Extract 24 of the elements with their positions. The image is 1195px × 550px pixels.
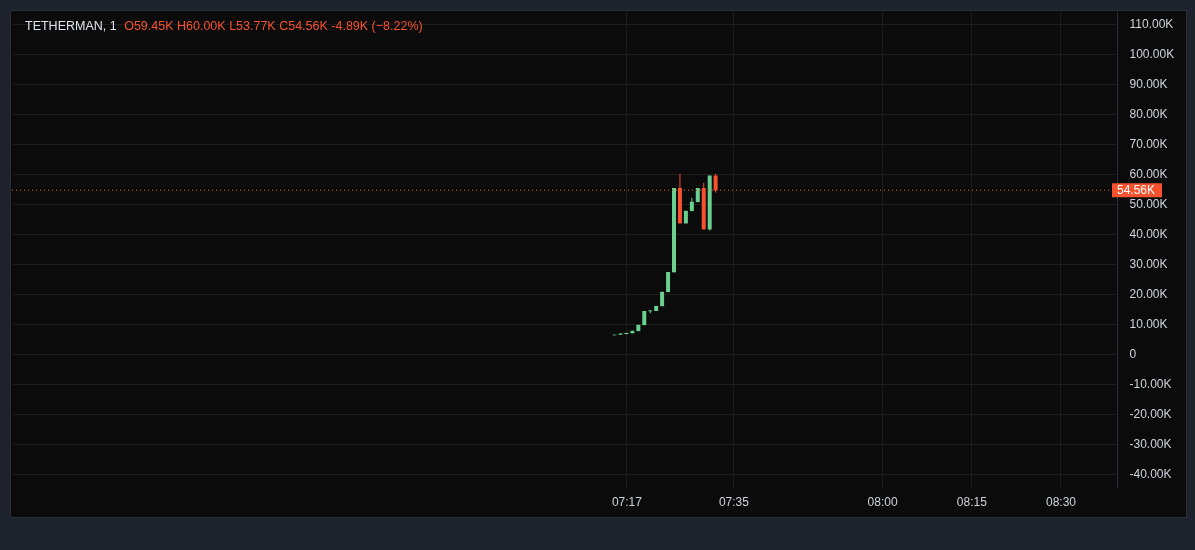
annotation: O59.45K H60.00K L53.77K C54.56K -4.89K (−8.22%) xyxy=(124,19,423,33)
y-tick-label: 10.00K xyxy=(1129,317,1168,332)
y-tick-label: -10.00K xyxy=(1129,377,1172,392)
y-tick-label: 90.00K xyxy=(1129,77,1168,92)
y-tick-label: 70.00K xyxy=(1129,137,1168,152)
y-tick-label: 110.00K xyxy=(1129,17,1174,32)
y-tick-label: 0 xyxy=(1129,347,1137,362)
text: TETHERMAN, 1 xyxy=(25,19,117,33)
y-tick-label: 30.00K xyxy=(1129,257,1168,272)
x-tick-label: 08:30 xyxy=(1045,494,1077,509)
y-tick-label: 100.00K xyxy=(1129,47,1175,62)
y-tick-label: 80.00K xyxy=(1129,107,1168,122)
y-tick-label: -40.00K xyxy=(1129,467,1172,482)
y-tick-label: -20.00K xyxy=(1129,407,1172,422)
y-tick-label: 20.00K xyxy=(1129,287,1168,302)
y-tick-label: -30.00K xyxy=(1129,437,1172,452)
x-tick-label: 07:17 xyxy=(611,494,643,509)
y-tick-label: 60.00K xyxy=(1129,167,1168,182)
x-tick-label: 07:35 xyxy=(718,494,750,509)
y-tick-label: 40.00K xyxy=(1129,227,1168,242)
y-tick-label: 50.00K xyxy=(1129,197,1168,212)
x-tick-label: 08:15 xyxy=(956,494,988,509)
ref-line-label: 54.56K xyxy=(1117,183,1156,198)
x-tick-label: 08:00 xyxy=(867,494,898,509)
